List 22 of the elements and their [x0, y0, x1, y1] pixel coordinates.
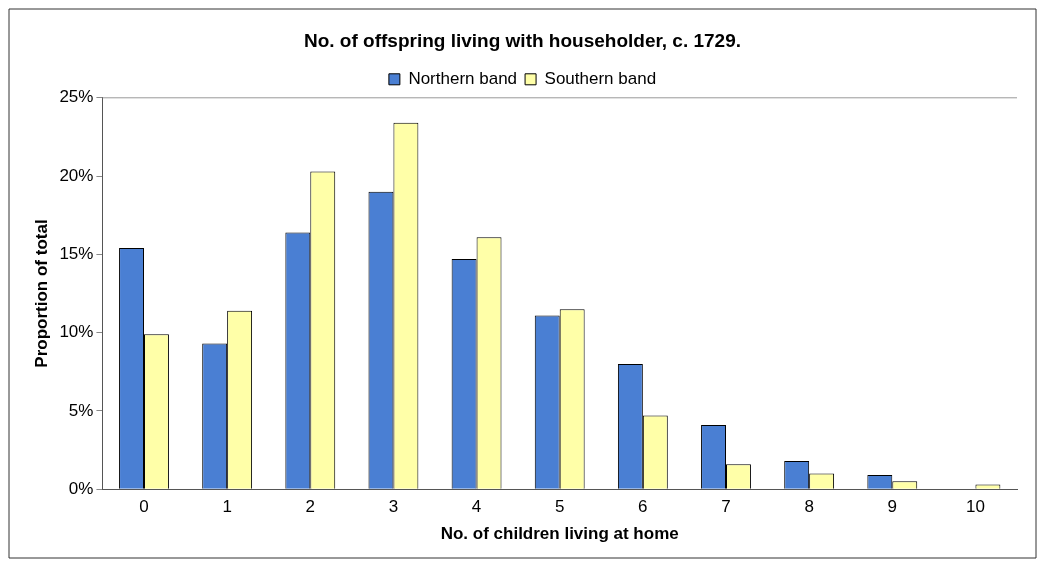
x-tick-label: 0 [139, 497, 149, 517]
y-tick-label: 20% [59, 165, 94, 185]
x-tick-label: 8 [804, 497, 814, 517]
y-tick-label: 5% [68, 400, 94, 420]
x-tick-label: 10 [965, 497, 985, 517]
legend-label: Southern band [544, 68, 657, 88]
y-tick-label: 15% [59, 244, 94, 264]
x-tick-label: 7 [721, 497, 731, 517]
x-tick-label: 5 [554, 497, 565, 517]
y-tick-label: 25% [59, 87, 94, 107]
x-axis-title: No. of children living at home [440, 524, 679, 544]
x-tick-label: 6 [638, 497, 648, 517]
legend-label: Northern band [408, 68, 518, 88]
x-tick-label: 4 [471, 497, 482, 517]
y-tick-label: 10% [59, 322, 94, 342]
x-tick-label: 3 [388, 497, 399, 517]
x-tick-label: 9 [887, 497, 898, 517]
y-tick-label: 0% [68, 478, 94, 498]
x-tick-label: 1 [222, 497, 232, 517]
y-axis-title: Proportion of total [31, 219, 51, 368]
chart-title: No. of offspring living with householder, c. 1729. [303, 29, 742, 51]
x-tick-label: 2 [305, 497, 316, 517]
